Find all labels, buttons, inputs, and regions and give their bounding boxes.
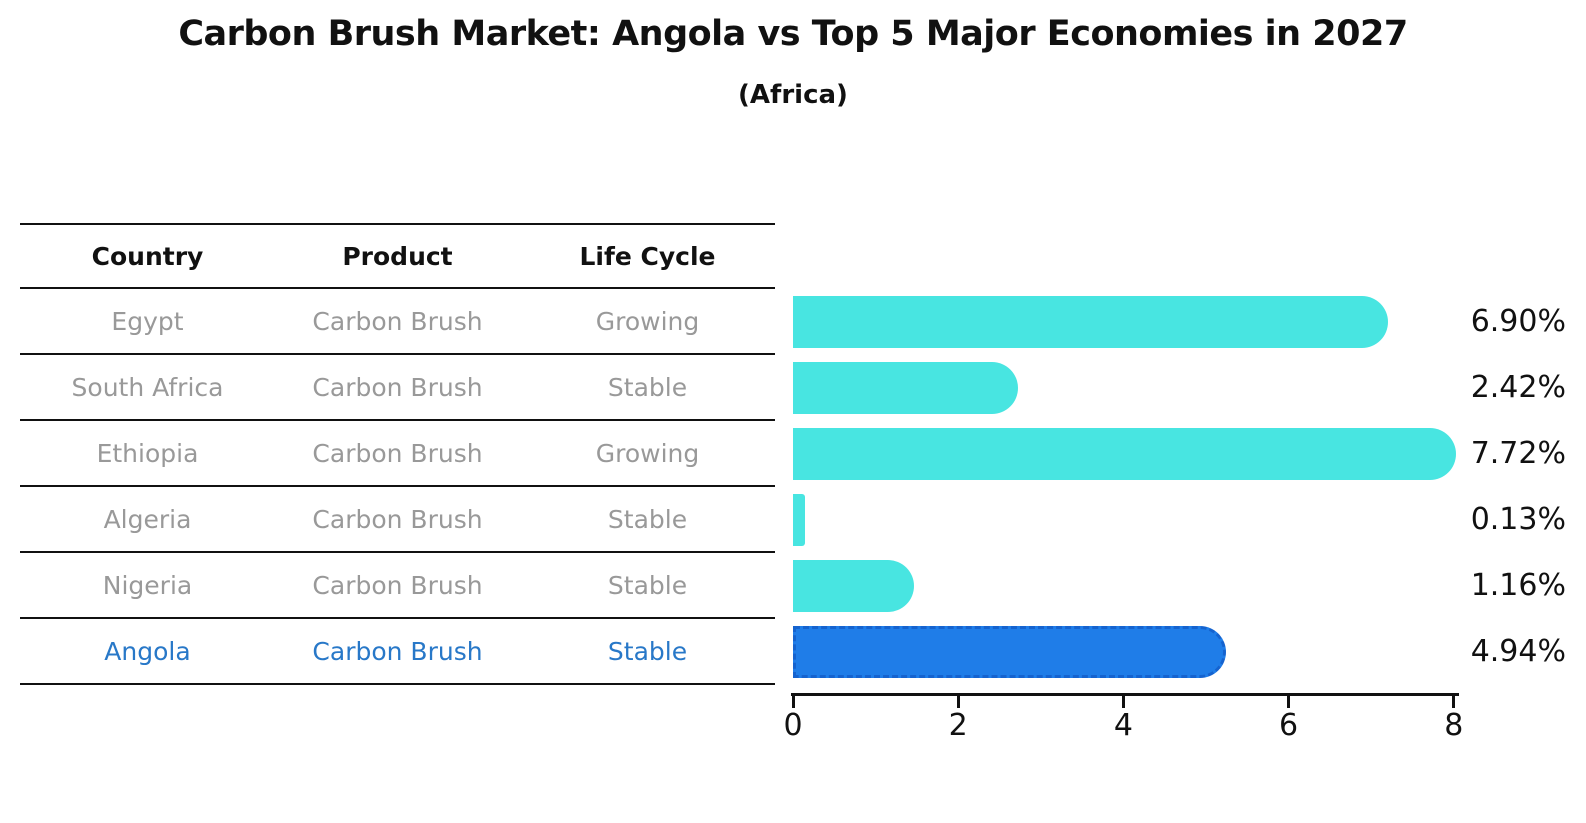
table-cell-life-cycle: Growing [595, 306, 700, 336]
bar-egypt [793, 296, 1388, 348]
table-cell-country: Angola [104, 636, 191, 666]
bar-nigeria [793, 560, 914, 612]
x-axis-tick [1121, 696, 1125, 708]
table-cell-product: Carbon Brush [312, 438, 483, 468]
value-label-algeria: 0.13% [1470, 502, 1566, 537]
table-header-product: Product [342, 241, 453, 271]
table-cell-life-cycle: Stable [607, 570, 688, 600]
x-axis-tick-label: 6 [1279, 708, 1299, 743]
table-row-nigeria: Nigeria Carbon Brush Stable [20, 553, 775, 619]
table-row-ethiopia: Ethiopia Carbon Brush Growing [20, 421, 775, 487]
bar-angola [793, 626, 1226, 678]
bar-south-africa [793, 362, 1018, 414]
chart-subtitle: (Africa) [738, 80, 848, 110]
x-axis-tick-label: 8 [1444, 708, 1464, 743]
table-cell-country: Egypt [111, 306, 184, 336]
table-cell-country: Algeria [103, 504, 192, 534]
table-header-life-cycle: Life Cycle [579, 241, 716, 271]
table-cell-product: Carbon Brush [312, 306, 483, 336]
x-axis-tick [791, 696, 795, 708]
x-axis-tick [1452, 696, 1456, 708]
value-label-egypt: 6.90% [1470, 304, 1566, 339]
table-cell-life-cycle: Stable [607, 504, 688, 534]
table-cell-product: Carbon Brush [312, 504, 483, 534]
table-cell-country: Nigeria [102, 570, 193, 600]
table-cell-product: Carbon Brush [312, 372, 483, 402]
x-axis-tick-label: 4 [1113, 708, 1133, 743]
value-label-nigeria: 1.16% [1470, 568, 1566, 603]
table-row-algeria: Algeria Carbon Brush Stable [20, 487, 775, 553]
table-cell-product: Carbon Brush [312, 636, 483, 666]
bar-ethiopia [793, 428, 1456, 480]
chart-title: Carbon Brush Market: Angola vs Top 5 Maj… [178, 14, 1408, 54]
table-cell-country: Ethiopia [96, 438, 199, 468]
table-row-angola: Angola Carbon Brush Stable [20, 619, 775, 685]
table-row-south-africa: South Africa Carbon Brush Stable [20, 355, 775, 421]
table-header-row: Country Product Life Cycle [20, 223, 775, 289]
value-label-ethiopia: 7.72% [1470, 436, 1566, 471]
table-cell-product: Carbon Brush [312, 570, 483, 600]
bar-algeria [793, 494, 805, 546]
x-axis-spine [791, 693, 1459, 696]
table-header-country: Country [91, 241, 204, 271]
table-cell-life-cycle: Growing [595, 438, 700, 468]
table-cell-life-cycle: Stable [607, 636, 688, 666]
table-cell-country: South Africa [71, 372, 224, 402]
x-axis-tick [956, 696, 960, 708]
x-axis-tick [1287, 696, 1291, 708]
table-row-egypt: Egypt Carbon Brush Growing [20, 289, 775, 355]
value-label-south-africa: 2.42% [1470, 370, 1566, 405]
x-axis-tick-label: 0 [783, 708, 803, 743]
x-axis-tick-label: 2 [948, 708, 968, 743]
value-label-angola: 4.94% [1470, 634, 1566, 669]
table-cell-life-cycle: Stable [607, 372, 688, 402]
table-area: Country Product Life Cycle Egypt Carbon B… [20, 0, 775, 823]
